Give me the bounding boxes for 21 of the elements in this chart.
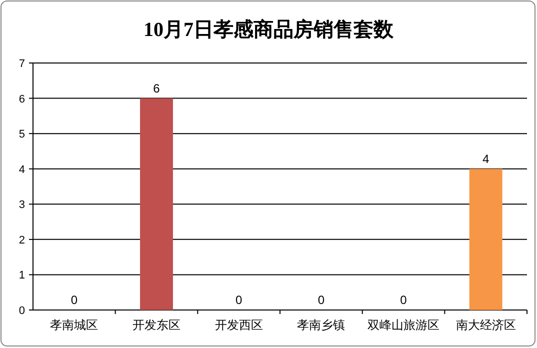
data-label: 6	[153, 81, 160, 96]
x-tick-label: 双峰山旅游区	[368, 318, 440, 332]
chart-title: 10月7日孝感商品房销售套数	[144, 18, 394, 41]
x-tick-label: 孝南乡镇	[297, 318, 346, 332]
y-tick-label: 5	[18, 128, 25, 141]
data-label: 0	[70, 293, 78, 307]
y-tick-label: 1	[18, 270, 25, 282]
data-label: 4	[482, 152, 490, 166]
y-tick-label: 6	[18, 93, 25, 106]
data-label: 0	[400, 293, 408, 307]
x-tick-label: 孝南城区	[50, 318, 98, 332]
y-tick-label: 3	[18, 199, 25, 212]
x-tick-label: 开发东区	[132, 318, 180, 332]
y-tick-label: 4	[18, 164, 25, 176]
y-tick-label: 2	[18, 234, 25, 246]
y-tick-label: 0	[18, 305, 25, 317]
data-label: 0	[235, 293, 242, 307]
x-tick-label: 南大经济区	[456, 318, 516, 332]
data-label: 0	[318, 293, 325, 307]
y-tick-label: 7	[18, 58, 25, 70]
x-tick-label: 开发西区	[214, 318, 263, 332]
